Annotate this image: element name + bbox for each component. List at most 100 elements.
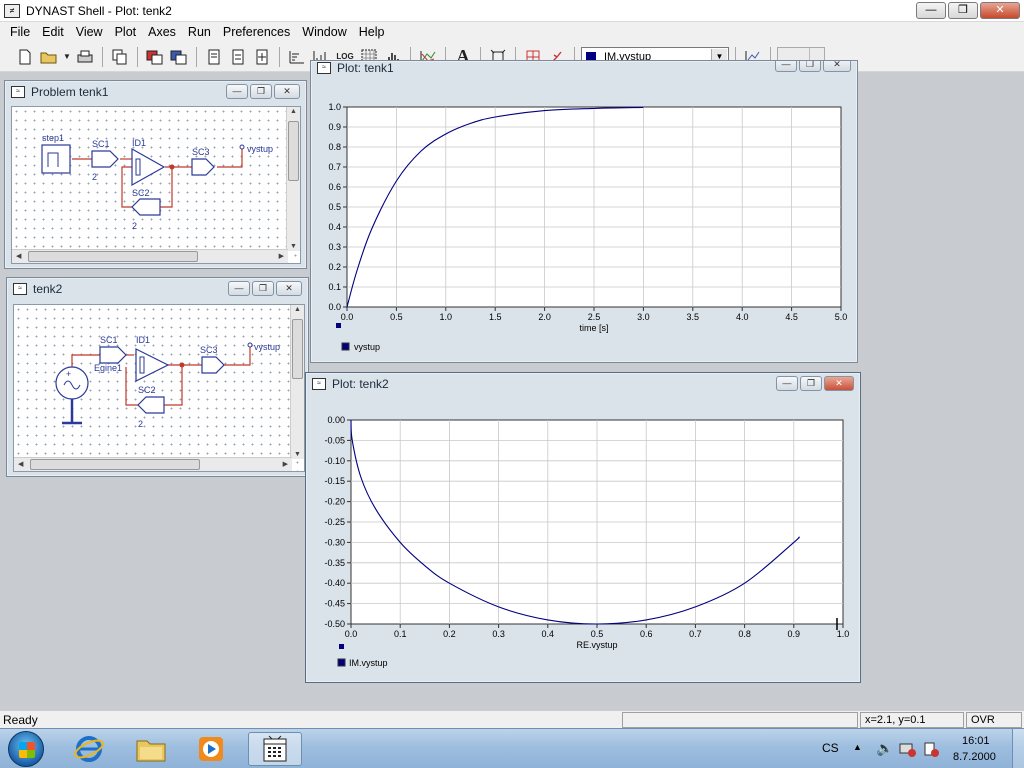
x-tick-label: 0.8 [738, 629, 751, 639]
minimize-button[interactable]: — [228, 281, 250, 296]
integrator-icon[interactable] [131, 147, 166, 187]
window-tile-icon[interactable] [168, 46, 190, 68]
internet-explorer-icon[interactable] [62, 732, 116, 766]
series-line-im-vystup[interactable] [350, 419, 800, 625]
minimize-button[interactable]: — [776, 376, 798, 391]
toolbar-separator [137, 46, 138, 67]
close-button[interactable]: ✕ [980, 2, 1020, 19]
label-sc2-value: 2 [132, 221, 137, 231]
dropdown-arrow-icon[interactable]: ▼ [63, 52, 71, 61]
integrator-icon[interactable] [135, 348, 170, 382]
document-add-icon[interactable] [251, 46, 273, 68]
legend-label[interactable]: vystup [354, 342, 380, 352]
file-explorer-icon[interactable] [124, 732, 178, 766]
label-sc2-value: 2 [138, 419, 143, 429]
plot-window-icon: ≈ [317, 62, 331, 74]
label-step1: step1 [42, 133, 64, 143]
volume-icon[interactable]: 🔈 [876, 740, 894, 756]
menu-run[interactable]: Run [187, 25, 211, 39]
x-tick-label: 0.2 [443, 629, 456, 639]
minimize-button[interactable]: — [775, 61, 797, 72]
close-button[interactable]: ✕ [274, 84, 300, 99]
plot-tenk2-chart[interactable]: 0.0 0.1 0.2 0.3 0.4 0.5 0.6 0.7 0.8 0.9 1.0 0.00 -0.… [306, 395, 860, 682]
close-button[interactable]: ✕ [823, 61, 851, 72]
legend-swatch [341, 342, 350, 351]
toolbar-separator [735, 46, 736, 67]
plot-tenk2-title: Plot: tenk2 [332, 377, 389, 391]
schematic-diagram: step1 SC1 2 ID1 SC2 2 SC3 vystup [41, 133, 273, 231]
tray-language[interactable]: CS [822, 741, 839, 755]
scroll-thumb[interactable] [28, 251, 198, 262]
restore-button[interactable]: ❐ [250, 84, 272, 99]
restore-button[interactable]: ❐ [948, 2, 978, 19]
clock-date[interactable]: 8.7.2000 [953, 751, 996, 763]
minimize-button[interactable]: — [916, 2, 946, 19]
problem-tenk1-title-bar: ≈ Problem tenk1 — ❐ ✕ [5, 81, 306, 103]
axis-scale-icon[interactable] [286, 46, 308, 68]
axis-log-icon[interactable]: LOG [336, 52, 354, 61]
sine-source-icon[interactable] [55, 366, 89, 400]
restore-button[interactable]: ❐ [799, 61, 821, 72]
schematic-window-icon: ≈ [13, 283, 27, 295]
sc3-block-icon[interactable] [191, 158, 215, 176]
network-icon[interactable] [898, 741, 916, 760]
menu-bar: File Edit View Plot Axes Run Preferences… [0, 22, 1024, 42]
series-line-vystup[interactable] [346, 106, 644, 308]
app-icon[interactable]: ≠ [4, 3, 20, 18]
start-button[interactable] [8, 731, 44, 767]
sc3-block-icon[interactable] [201, 356, 225, 374]
menu-file[interactable]: File [10, 25, 31, 39]
restore-button[interactable]: ❐ [800, 376, 822, 391]
vertical-scrollbar[interactable]: ▲ ▼ [286, 107, 300, 251]
y-tick-label: -0.20 [324, 497, 345, 507]
menu-axes[interactable]: Axes [148, 25, 176, 39]
restore-button[interactable]: ❐ [252, 281, 274, 296]
scroll-thumb[interactable] [30, 459, 200, 470]
action-center-icon[interactable] [922, 741, 940, 760]
sc1-block-icon[interactable] [99, 346, 127, 364]
menu-edit[interactable]: Edit [42, 25, 64, 39]
scroll-thumb[interactable] [292, 319, 303, 379]
dynast-shell-task[interactable] [248, 732, 302, 766]
new-file-icon[interactable] [14, 46, 36, 68]
document-list-icon[interactable] [227, 46, 249, 68]
print-icon[interactable] [74, 46, 96, 68]
label-sc1: SC1 [100, 335, 118, 345]
sc1-block-icon[interactable] [91, 150, 119, 168]
menu-plot[interactable]: Plot [114, 25, 137, 39]
tray-expand-icon[interactable]: ▲ [853, 742, 862, 752]
horizontal-scrollbar[interactable]: ◀ ▶ [12, 249, 288, 263]
sc2-block-icon[interactable] [131, 198, 161, 216]
sc2-block-icon[interactable] [137, 396, 165, 414]
plot-tenk1-chart[interactable]: 0.0 0.5 1.0 1.5 2.0 2.5 3.0 3.5 4.0 4.5 5.0 0.0 0.1 0… [311, 75, 857, 362]
window-cascade-icon[interactable] [144, 46, 166, 68]
menu-preferences[interactable]: Preferences [222, 25, 291, 39]
status-mode: OVR [966, 711, 1022, 728]
document-icon[interactable] [203, 46, 225, 68]
horizontal-scrollbar[interactable]: ◀ ▶ [14, 457, 292, 471]
x-tick-label: 0.6 [640, 629, 653, 639]
step-source-icon[interactable] [41, 144, 71, 174]
close-button[interactable]: ✕ [276, 281, 302, 296]
legend-label[interactable]: IM.vystup [349, 658, 388, 668]
clock-time[interactable]: 16:01 [962, 735, 990, 747]
menu-view[interactable]: View [75, 25, 103, 39]
menu-help[interactable]: Help [358, 25, 385, 39]
open-folder-icon[interactable] [38, 46, 60, 68]
tenk2-title-bar: ≈ tenk2 — ❐ ✕ [7, 278, 308, 300]
menu-window[interactable]: Window [302, 25, 347, 39]
status-empty-panel [622, 711, 858, 728]
minimize-button[interactable]: — [226, 84, 248, 99]
scroll-thumb[interactable] [288, 121, 299, 181]
close-button[interactable]: ✕ [824, 376, 854, 391]
toolbar-separator [574, 46, 575, 67]
media-player-icon[interactable] [184, 732, 238, 766]
copy-icon[interactable] [109, 46, 131, 68]
show-desktop-button[interactable] [1012, 729, 1024, 768]
problem-tenk1-canvas[interactable]: step1 SC1 2 ID1 SC2 2 SC3 vystup ▲ ▼ ◀ ▶ [11, 106, 301, 264]
tenk2-canvas[interactable]: + Egine1 SC1 ID1 SC2 2 SC3 vystup ▲ ▼ ◀ ▶ [13, 304, 305, 472]
y-tick-label: -0.45 [324, 599, 345, 609]
label-id1: ID1 [136, 335, 150, 345]
y-tick-label: -0.30 [324, 537, 345, 547]
vertical-scrollbar[interactable]: ▲ ▼ [290, 305, 304, 459]
